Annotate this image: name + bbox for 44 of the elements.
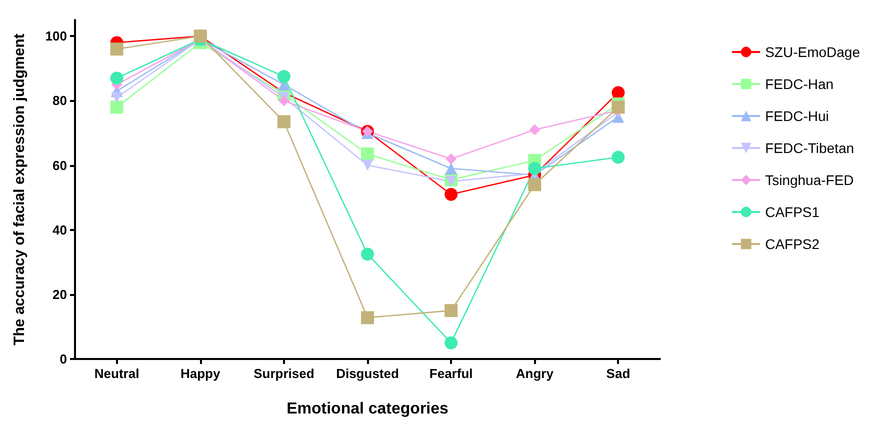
- point: [361, 311, 374, 324]
- legend-label: Tsinghua-FED: [765, 172, 854, 188]
- x-tick-label: Surprised: [254, 366, 314, 381]
- point: [278, 95, 290, 106]
- legend-label: FEDC-Han: [765, 76, 834, 92]
- x-tick-label: Sad: [606, 366, 630, 381]
- point: [445, 162, 458, 175]
- legend-label: FEDC-Hui: [765, 108, 829, 124]
- x-tick-label: Disgusted: [336, 366, 399, 381]
- point: [446, 153, 457, 164]
- y-tick-label: 60: [52, 158, 67, 173]
- point: [110, 72, 124, 85]
- y-axis-title: The accuracy of facial expression judgment: [11, 34, 28, 346]
- point: [361, 147, 374, 160]
- y-tick-label: 0: [60, 352, 67, 366]
- legend-label: CAFPS1: [765, 204, 820, 220]
- y-tick-label: 80: [52, 93, 67, 108]
- point: [111, 92, 122, 103]
- point: [444, 188, 458, 201]
- y-tick-label: 40: [52, 222, 67, 238]
- point: [277, 70, 290, 83]
- x-tick-label: Fearful: [429, 366, 473, 381]
- x-tick-label: Happy: [180, 366, 221, 381]
- point: [528, 162, 542, 176]
- point: [277, 115, 290, 128]
- point: [110, 42, 124, 56]
- point: [362, 160, 373, 171]
- point: [361, 248, 374, 261]
- legend-label: CAFPS2: [765, 236, 820, 252]
- x-tick-label: Neutral: [94, 366, 140, 381]
- point: [612, 86, 625, 100]
- legend-label: FEDC-Tibetan: [765, 140, 854, 156]
- point: [612, 150, 625, 164]
- y-tick-label: 20: [52, 286, 67, 302]
- point: [529, 124, 540, 136]
- x-axis-title: Emotional categories: [286, 400, 449, 418]
- point: [444, 304, 458, 318]
- point: [444, 336, 458, 350]
- point: [446, 176, 457, 187]
- legend-label: SZU-EmoDage: [765, 44, 860, 60]
- point: [110, 100, 124, 114]
- y-tick-label: 100: [45, 28, 67, 44]
- x-tick-label: Angry: [516, 366, 554, 381]
- point: [528, 178, 542, 192]
